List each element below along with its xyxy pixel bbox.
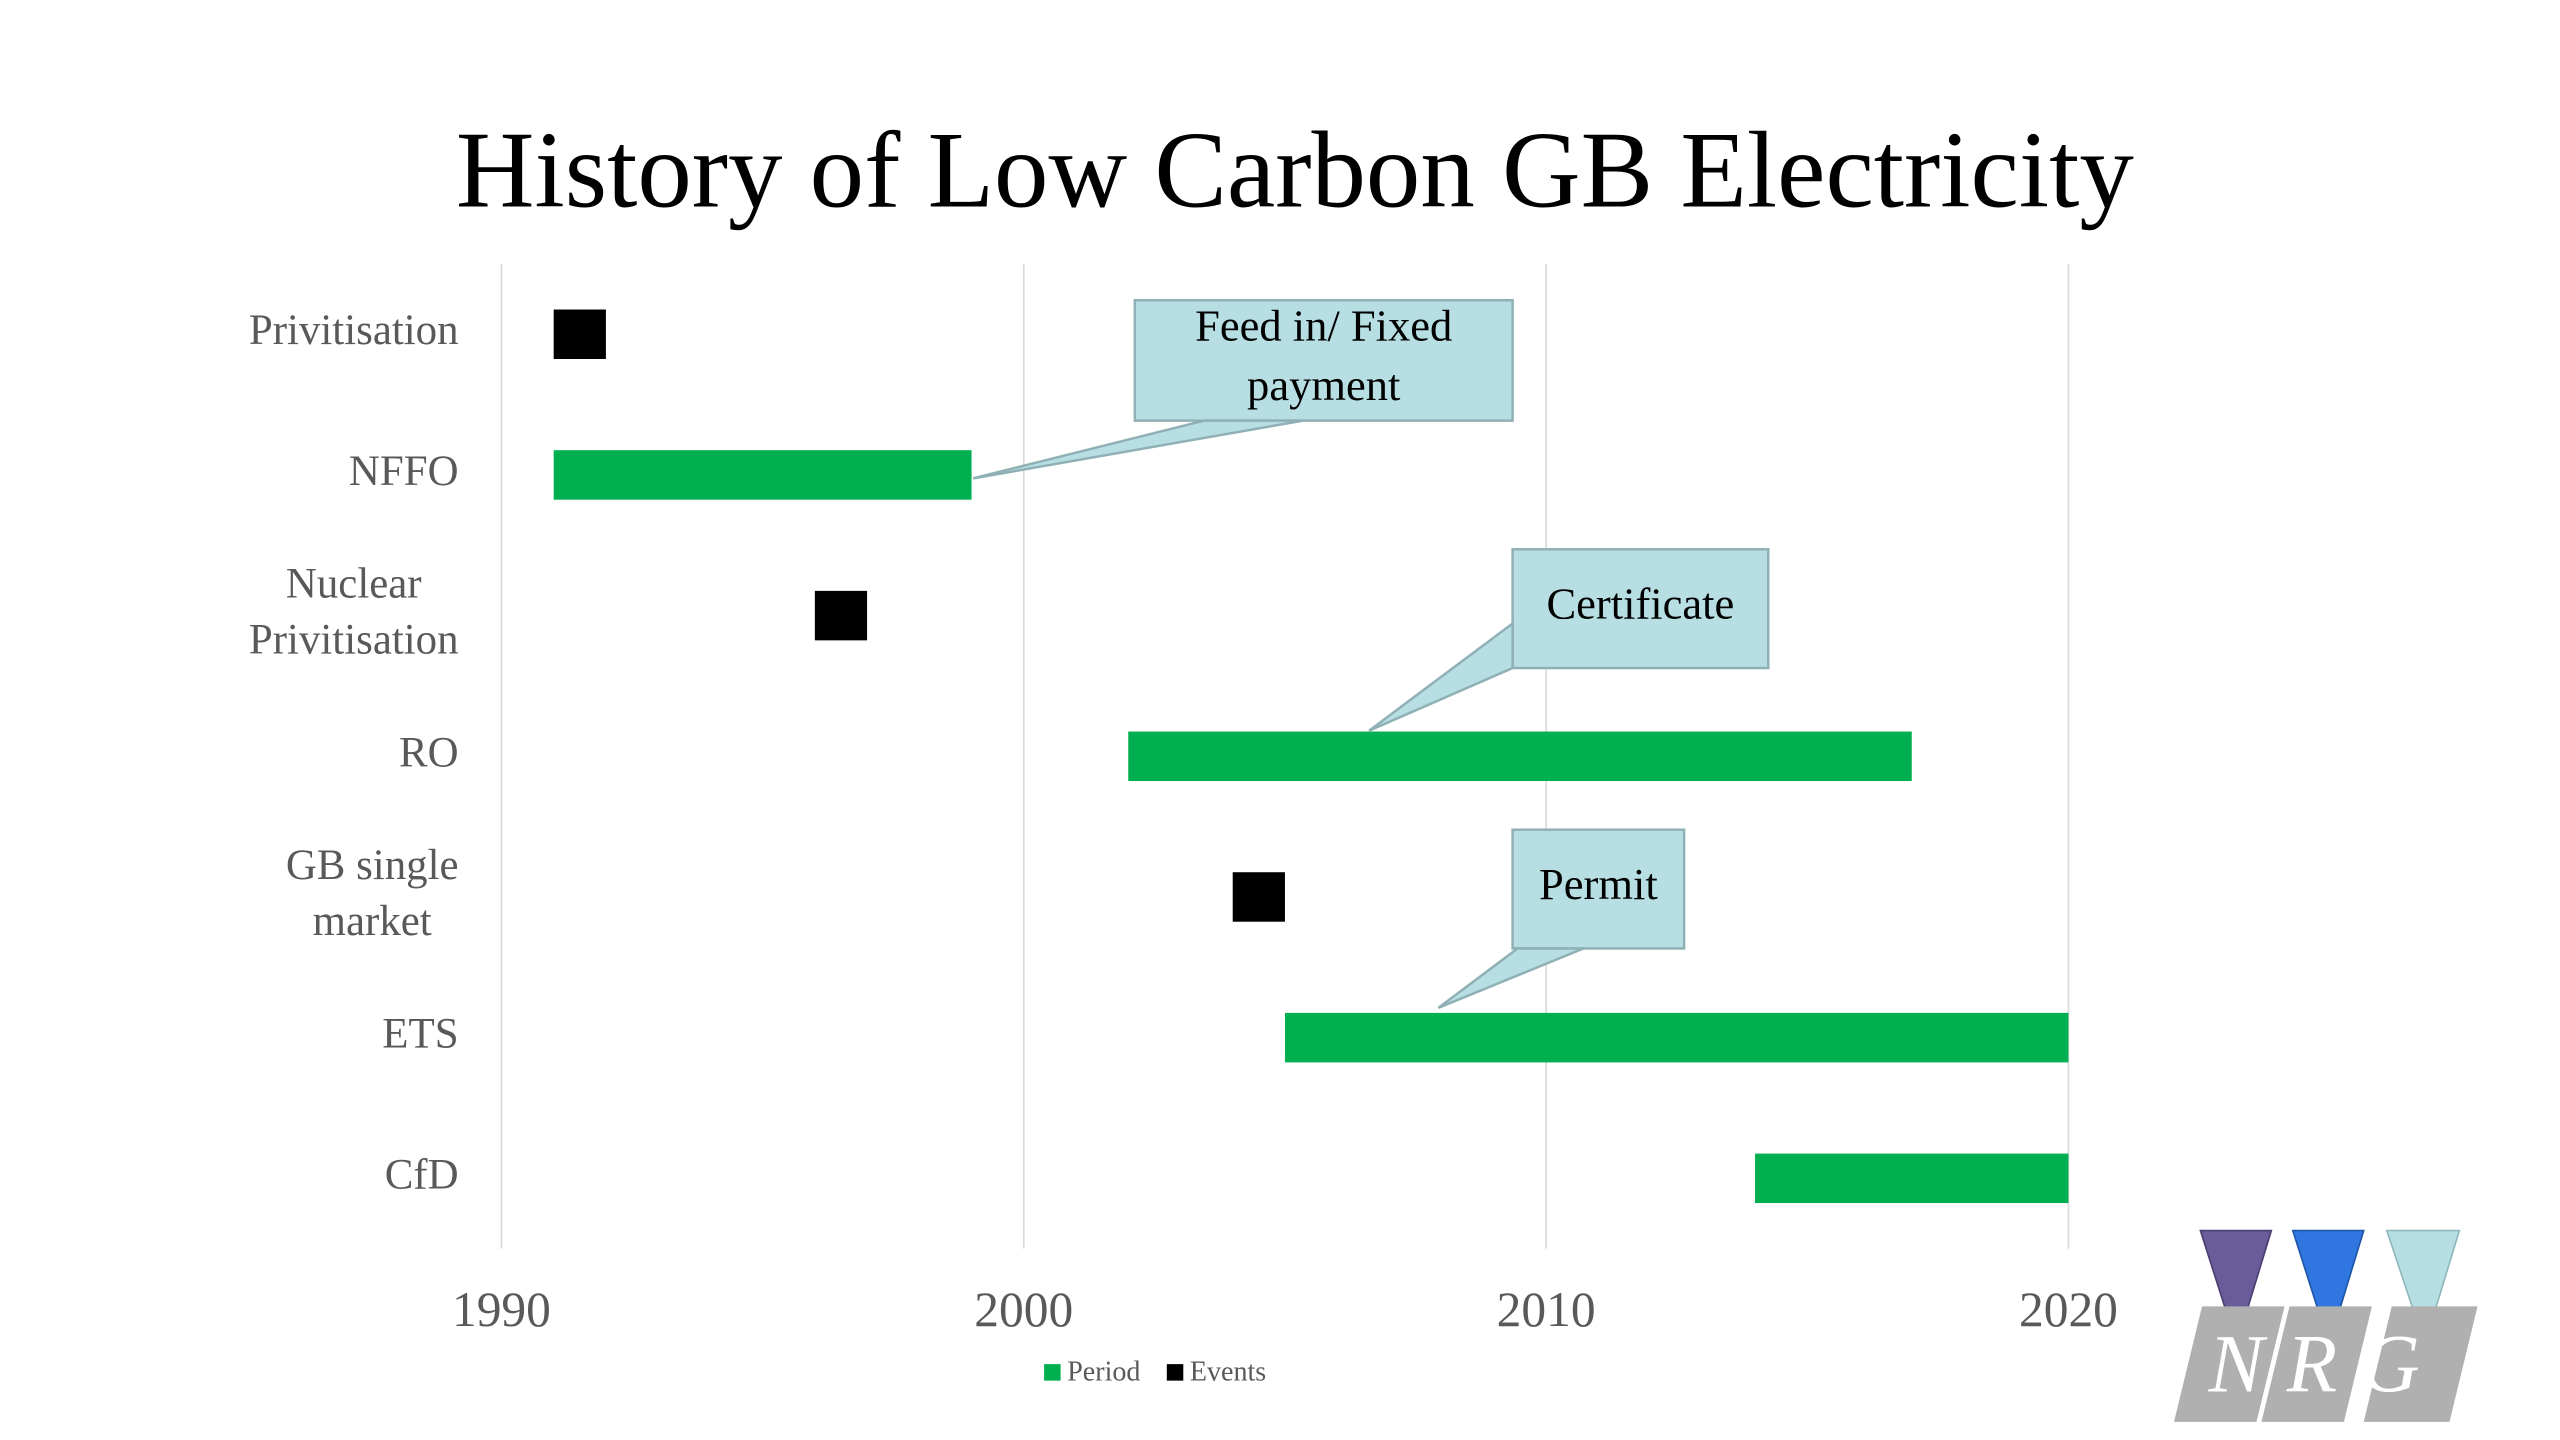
y-tick-label: CfD [385, 1151, 459, 1198]
event-marker [814, 590, 868, 641]
period-bar [553, 450, 972, 500]
callout-box [1133, 298, 1514, 422]
callout-text: Permit [1539, 859, 1658, 909]
x-tick-label: 2020 [2019, 1282, 2118, 1337]
y-tick-label: ETS [382, 1010, 458, 1057]
callout-pointer [972, 419, 1304, 480]
logo-triangle [2385, 1229, 2461, 1348]
legend-label: Events [1190, 1356, 1266, 1387]
event-marker [553, 309, 606, 359]
logo-triangle [2199, 1229, 2273, 1348]
logo-text: NRG [2208, 1318, 2443, 1409]
logo-tile [2261, 1306, 2372, 1422]
logo-tile [2363, 1306, 2478, 1422]
callout-text: Feed in/ Fixed payment [1195, 301, 1452, 410]
y-tick-label: Nuclear Privitisation [249, 560, 459, 663]
event-marker [1232, 872, 1285, 922]
period-bar [1284, 1012, 2069, 1063]
callout-pointer [1437, 947, 1584, 1009]
x-tick-label: 2010 [1497, 1282, 1596, 1337]
callout-text: Certificate [1546, 579, 1734, 629]
y-tick-label: RO [399, 729, 459, 776]
period-bar [1755, 1153, 2069, 1204]
callout-box [1511, 828, 1686, 950]
legend-swatch [1044, 1364, 1061, 1381]
callout-box [1511, 548, 1770, 670]
y-tick-label: GB single market [286, 842, 459, 945]
chart-title: History of Low Carbon GB Electricity [456, 109, 2134, 230]
period-bar [1128, 731, 1912, 782]
logo-tile [2174, 1306, 2285, 1422]
logo-triangle [2291, 1229, 2365, 1348]
x-tick-label: 1990 [452, 1282, 551, 1337]
x-tick-label: 2000 [974, 1282, 1073, 1337]
legend-label: Period [1067, 1356, 1140, 1387]
logo: NRG [2174, 1229, 2478, 1422]
legend-swatch [1166, 1364, 1184, 1381]
y-tick-label: Privitisation [249, 307, 459, 354]
callout-pointer [1368, 621, 1514, 732]
y-tick-label: NFFO [349, 448, 459, 495]
